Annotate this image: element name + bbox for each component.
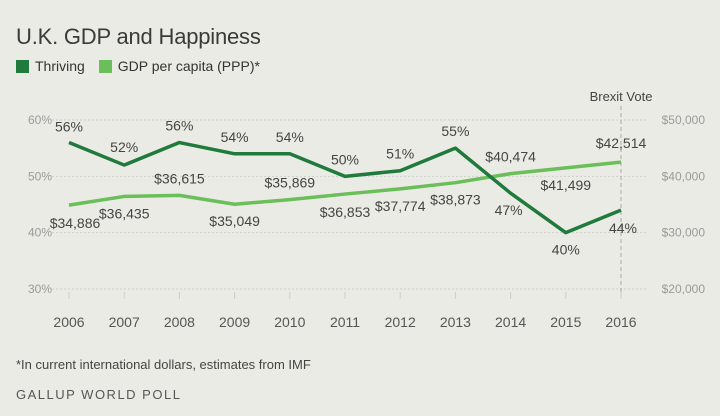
x-tick-label: 2008 — [164, 314, 195, 330]
x-tick-label: 2016 — [605, 314, 636, 330]
y-right-tick-label: $20,000 — [662, 282, 706, 296]
y-right-tick-label: $40,000 — [662, 169, 706, 183]
footnote: *In current international dollars, estim… — [16, 357, 311, 372]
chart-title: U.K. GDP and Happiness — [16, 24, 261, 49]
x-tick-label: 2014 — [495, 314, 526, 330]
x-tick-label: 2012 — [385, 314, 416, 330]
line-chart: 30% 40% 50% 60% $20,000 $30,000 $40,000 $50,000… — [27, 86, 706, 330]
data-label-gdp: $42,514 — [596, 135, 647, 151]
legend-label-thriving: Thriving — [35, 58, 85, 74]
x-tick-label: 2015 — [550, 314, 581, 330]
brexit-vote-label: Brexit Vote — [590, 89, 653, 104]
y-right-tick-label: $30,000 — [662, 226, 706, 240]
data-label-gdp: $36,615 — [154, 170, 205, 186]
legend-swatch-gdp — [98, 59, 112, 73]
legend: Thriving GDP per capita (PPP)* — [16, 58, 274, 74]
data-label-gdp: $38,873 — [430, 192, 481, 208]
series-line-gdp — [68, 160, 622, 207]
data-label-thriving: 56% — [165, 118, 193, 134]
x-tick-label: 2013 — [440, 314, 471, 330]
data-label-thriving: 54% — [276, 129, 304, 145]
data-label-gdp: $35,049 — [209, 213, 260, 229]
x-tick-label: 2006 — [53, 314, 84, 330]
y-left-tick-label: 60% — [28, 113, 52, 127]
y-right-tick-label: $50,000 — [662, 113, 706, 127]
x-tick-label: 2011 — [330, 314, 360, 330]
data-label-thriving: 52% — [110, 139, 138, 155]
x-tick-label: 2007 — [109, 314, 140, 330]
data-label-thriving: 40% — [552, 242, 580, 258]
y-left-tick-label: 40% — [28, 226, 52, 240]
legend-label-gdp: GDP per capita (PPP)* — [117, 58, 260, 74]
data-label-gdp: $40,474 — [485, 149, 536, 165]
data-label-gdp: $35,869 — [264, 175, 315, 191]
legend-swatch-thriving — [16, 59, 29, 73]
data-label-gdp: $34,886 — [50, 215, 101, 231]
data-label-thriving: 50% — [331, 151, 359, 167]
data-label-thriving: 54% — [221, 129, 249, 145]
brexit-vote-label-bg — [583, 86, 659, 106]
series-line-thriving — [68, 140, 622, 235]
data-label-thriving: 51% — [386, 146, 414, 162]
data-label-thriving: 56% — [55, 119, 83, 135]
data-label-gdp: $37,774 — [375, 198, 426, 214]
x-tick-label: 2009 — [219, 314, 250, 330]
data-label-thriving: 44% — [609, 220, 637, 236]
legend-item-gdp: GDP per capita (PPP)* — [98, 58, 260, 74]
data-label-gdp: $41,499 — [540, 177, 591, 193]
data-label-gdp: $36,853 — [320, 204, 371, 220]
data-label-gdp: $36,435 — [99, 205, 150, 221]
y-left-tick-label: 50% — [28, 169, 52, 183]
legend-item-thriving: Thriving — [16, 58, 85, 74]
x-tick-label: 2010 — [274, 314, 305, 330]
data-label-thriving: 55% — [441, 123, 469, 139]
data-label-thriving: 47% — [495, 202, 523, 218]
y-left-tick-label: 30% — [28, 282, 52, 296]
source-label: GALLUP WORLD POLL — [16, 387, 182, 402]
